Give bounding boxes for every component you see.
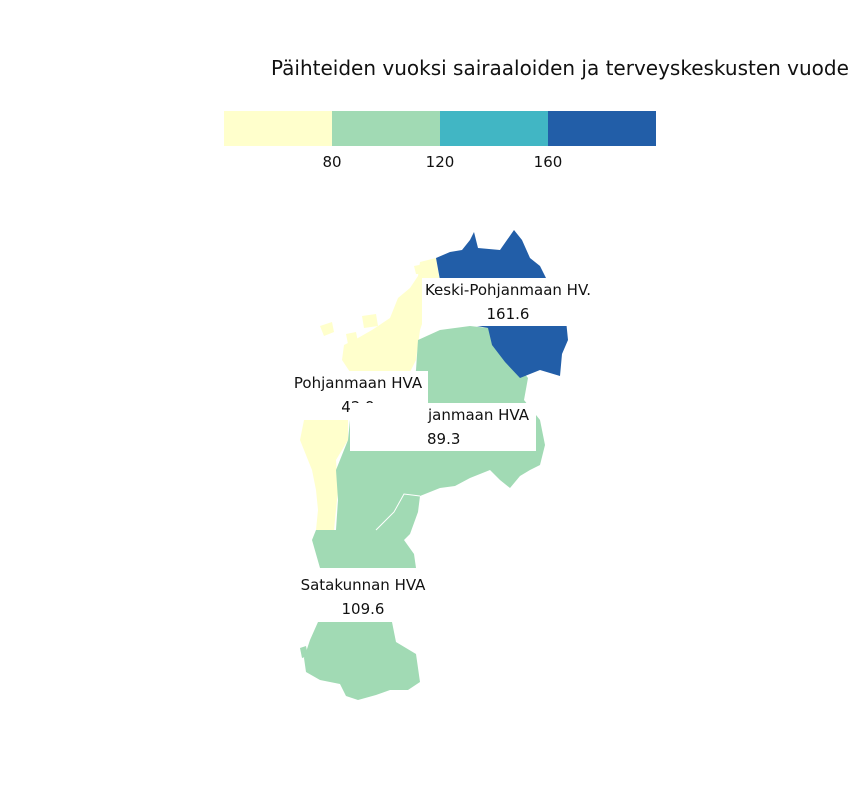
legend-tick-120: 120 (425, 153, 455, 171)
color-legend: 80 120 160 (224, 111, 656, 171)
legend-swatch-2 (332, 111, 440, 146)
label-etela-pohjanmaan-value: 89.3 (427, 430, 461, 448)
label-keski-pohjanmaan: Keski-Pohjanmaan HV. 161.6 (422, 278, 594, 326)
legend-swatch-3 (440, 111, 548, 146)
legend-swatch-4 (548, 111, 656, 146)
legend-swatch-1 (224, 111, 332, 146)
legend-tick-80: 80 (322, 153, 342, 171)
label-etela-pohjanmaan: janmaan HVA 89.3 (350, 403, 536, 451)
label-pohjanmaan-name: Pohjanmaan HVA (293, 374, 423, 392)
region-border-line (375, 493, 421, 531)
label-etela-pohjanmaan-name: janmaan HVA (428, 406, 529, 424)
region-pohjanmaan-hva[interactable] (300, 258, 440, 530)
legend-tick-160: 160 (533, 153, 563, 171)
map-title: Päihteiden vuoksi sairaaloiden ja tervey… (271, 56, 849, 80)
label-satakunnan-name: Satakunnan HVA (300, 576, 426, 594)
label-satakunnan-value: 109.6 (341, 600, 385, 618)
label-keski-pohjanmaan-value: 161.6 (486, 305, 530, 323)
label-keski-pohjanmaan-name: Keski-Pohjanmaan HV. (424, 281, 592, 299)
label-satakunnan: Satakunnan HVA 109.6 (294, 573, 432, 621)
region-satakunnan-hva[interactable] (300, 494, 420, 700)
